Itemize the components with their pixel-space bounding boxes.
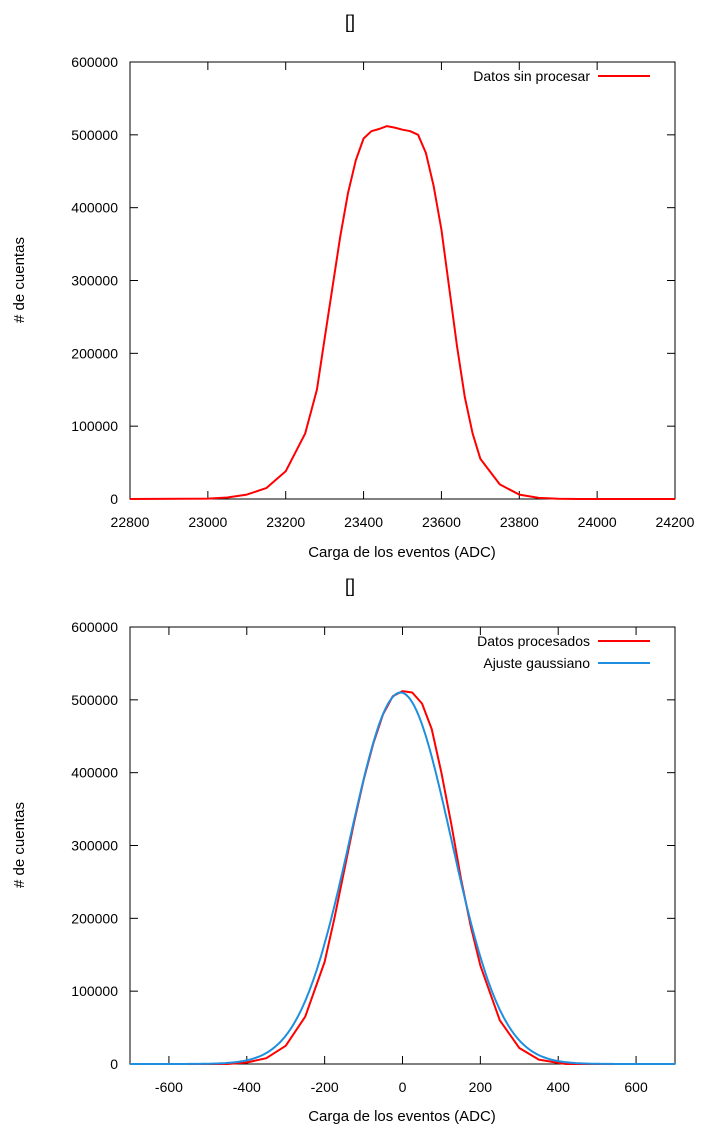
y-tick-label: 200000: [71, 345, 118, 361]
chart-panel-raw: [] 0 100000 200000 300000 400000 500000 600000…: [11, 12, 695, 561]
series-line-0: [130, 690, 675, 1065]
x-tick-label: 24000: [578, 514, 617, 530]
y-tick-label: 500000: [71, 692, 118, 708]
series-layer: [130, 690, 675, 1065]
plot-frame: [129, 61, 676, 500]
x-tick-label: -600: [155, 1079, 183, 1095]
y-tick-label: 600000: [71, 619, 118, 635]
y-tick-label: 300000: [71, 273, 118, 289]
x-tick-label: 400: [547, 1079, 571, 1095]
y-tick-label: 100000: [71, 983, 118, 999]
legend: Datos sin procesar: [473, 68, 650, 84]
series-line-1: [130, 691, 675, 1065]
chart-panel-processed: [] 0 100000 200000 300000 400000 500000 600000…: [11, 576, 676, 1125]
y-axis-label: # de cuentas: [11, 237, 28, 323]
y-tick-label: 0: [110, 1056, 118, 1072]
x-tick-label: 23600: [422, 514, 461, 530]
y-tick-label: 0: [110, 491, 118, 507]
x-tick-label: 600: [624, 1079, 648, 1095]
x-tick-label: 0: [399, 1079, 407, 1095]
y-tick-label: 100000: [71, 418, 118, 434]
x-tick-label: 200: [469, 1079, 493, 1095]
axis-ticks: 0 100000 200000 300000 400000 500000 600000 -60…: [71, 619, 675, 1095]
axis-ticks: 0 100000 200000 300000 400000 500000 600000 228…: [71, 54, 694, 530]
y-tick-label: 500000: [71, 127, 118, 143]
x-tick-label: 23800: [500, 514, 539, 530]
series-layer: [129, 125, 675, 500]
chart-title: []: [345, 576, 355, 596]
x-axis-label: Carga de los eventos (ADC): [308, 1108, 496, 1125]
y-tick-label: 400000: [71, 765, 118, 781]
x-axis-label: Carga de los eventos (ADC): [308, 544, 496, 561]
y-tick-label: 400000: [71, 200, 118, 216]
x-tick-label: 22800: [111, 514, 150, 530]
x-tick-label: 24200: [656, 514, 695, 530]
legend-label: Datos procesados: [477, 633, 590, 649]
chart-title: []: [345, 12, 355, 32]
y-tick-label: 300000: [71, 838, 118, 854]
x-tick-label: 23400: [344, 514, 383, 530]
y-tick-label: 200000: [71, 910, 118, 926]
x-tick-label: -400: [233, 1079, 261, 1095]
x-tick-label: 23000: [188, 514, 227, 530]
x-tick-label: -200: [311, 1079, 339, 1095]
y-axis-label: # de cuentas: [11, 802, 28, 888]
series-line-0: [129, 125, 675, 500]
y-tick-label: 600000: [71, 54, 118, 70]
x-tick-label: 23200: [266, 514, 305, 530]
legend-label: Datos sin procesar: [473, 68, 590, 84]
legend: Datos procesados Ajuste gaussiano: [477, 633, 650, 671]
legend-label: Ajuste gaussiano: [483, 655, 590, 671]
